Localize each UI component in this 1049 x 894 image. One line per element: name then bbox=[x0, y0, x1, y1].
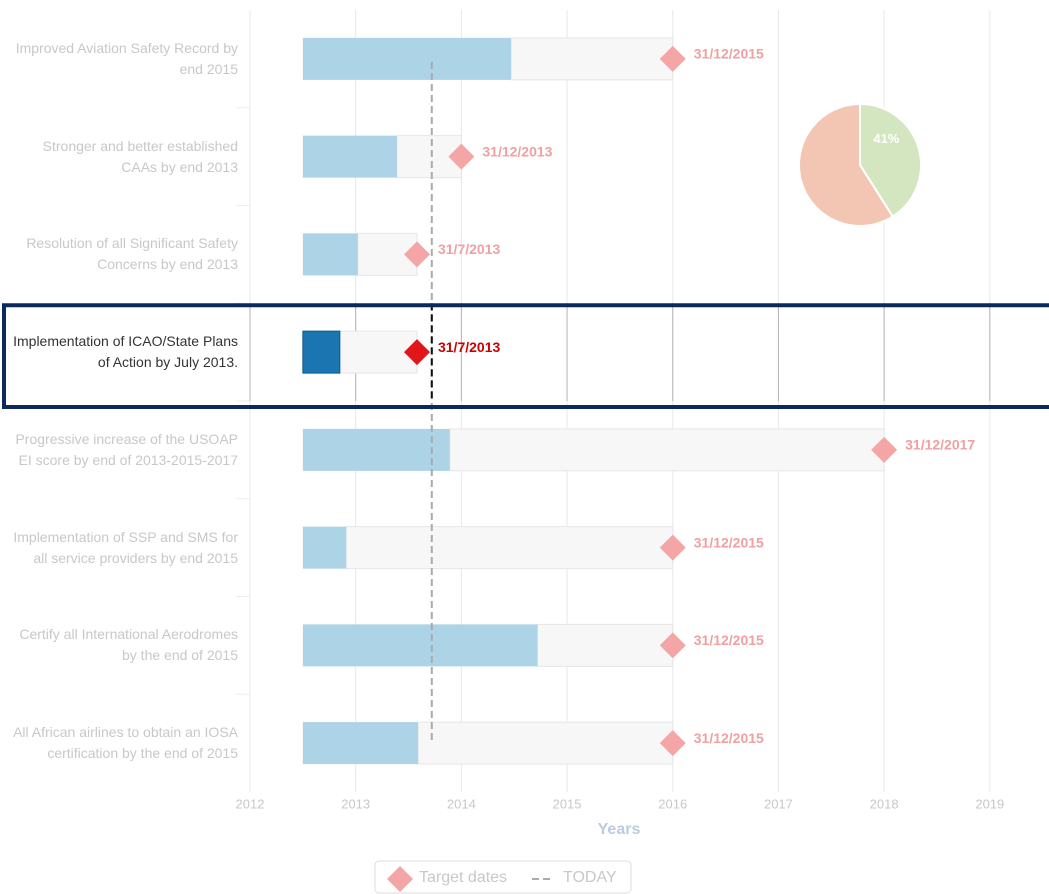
target-label: 31/12/2015 bbox=[694, 730, 764, 746]
progress-bar bbox=[302, 624, 538, 667]
progress-bar bbox=[302, 428, 450, 471]
x-tick-label: 2016 bbox=[658, 796, 687, 811]
category-label: Resolution of all Significant Safety Con… bbox=[26, 235, 238, 273]
target-diamond bbox=[659, 632, 686, 659]
progress-bar bbox=[302, 330, 341, 374]
target-diamond bbox=[403, 241, 430, 268]
target-label: 31/12/2013 bbox=[482, 143, 552, 159]
target-label: 31/12/2015 bbox=[694, 534, 764, 550]
x-tick-label: 2017 bbox=[764, 796, 793, 811]
legend-diamond bbox=[387, 866, 413, 892]
legend-label: Target dates bbox=[419, 869, 507, 886]
target-label: 31/12/2015 bbox=[694, 632, 764, 648]
category-label: Certify all International Aerodromes by … bbox=[19, 626, 238, 664]
target-diamond bbox=[659, 45, 686, 72]
pie-label: 41% bbox=[873, 131, 899, 146]
category-label: Progressive increase of the USOAP EI sco… bbox=[15, 430, 238, 468]
legend-box bbox=[374, 860, 632, 894]
remaining-bar bbox=[510, 37, 674, 81]
progress-bar bbox=[302, 526, 347, 569]
target-diamond bbox=[659, 534, 686, 561]
x-axis-label: Years bbox=[598, 821, 641, 838]
progress-bar bbox=[302, 37, 512, 80]
category-label: Stronger and better established CAAs by … bbox=[42, 137, 238, 175]
x-tick-label: 2018 bbox=[870, 796, 899, 811]
x-tick-label: 2014 bbox=[447, 796, 476, 811]
legend-label: TODAY bbox=[563, 869, 617, 886]
progress-bar bbox=[302, 722, 419, 765]
target-label: 31/12/2015 bbox=[694, 46, 764, 62]
remaining-bar bbox=[417, 721, 674, 765]
target-label: 31/12/2017 bbox=[905, 437, 975, 453]
remaining-bar bbox=[449, 428, 885, 472]
category-label: Improved Aviation Safety Record by end 2… bbox=[15, 39, 238, 77]
target-label: 31/7/2013 bbox=[438, 241, 500, 257]
progress-bar bbox=[302, 135, 397, 178]
x-tick-label: 2019 bbox=[975, 796, 1004, 811]
target-diamond bbox=[403, 339, 430, 366]
target-label: 31/7/2013 bbox=[438, 339, 500, 355]
remaining-bar bbox=[345, 526, 674, 570]
target-diamond bbox=[871, 436, 898, 463]
x-tick-label: 2015 bbox=[553, 796, 582, 811]
x-tick-label: 2012 bbox=[236, 796, 265, 811]
category-label: Implementation of SSP and SMS for all se… bbox=[13, 528, 238, 566]
target-diamond bbox=[448, 143, 475, 170]
target-diamond bbox=[659, 730, 686, 757]
progress-bar bbox=[302, 233, 358, 276]
remaining-bar bbox=[536, 623, 674, 667]
highlight-box bbox=[2, 303, 1049, 409]
x-tick-label: 2013 bbox=[341, 796, 370, 811]
category-label: Implementation of ICAO/State Plans of Ac… bbox=[13, 333, 238, 371]
pie-slice bbox=[798, 102, 895, 227]
category-label: All African airlines to obtain an IOSA c… bbox=[13, 724, 238, 762]
